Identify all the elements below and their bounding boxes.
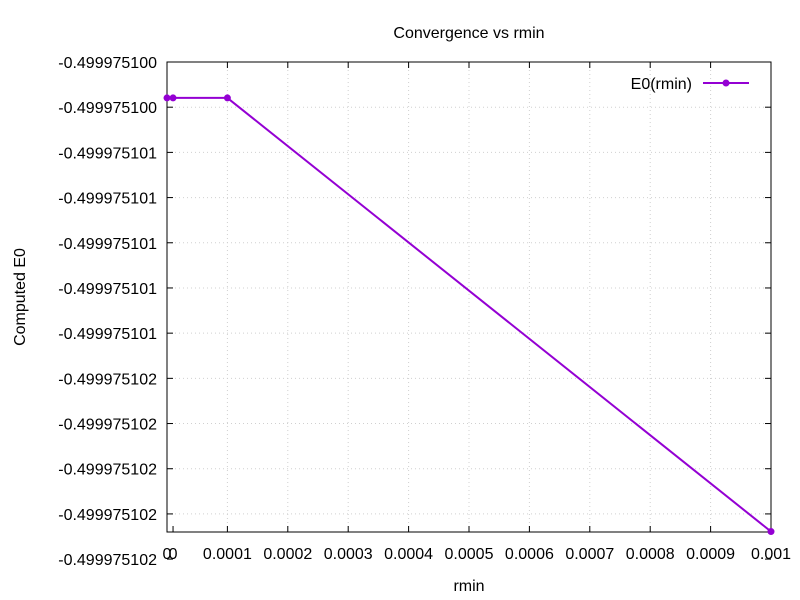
x-tick-label: 0 — [169, 546, 178, 563]
y-tick-label: -0.499975102 — [58, 417, 157, 434]
x-tick-label: 0.0008 — [626, 546, 675, 563]
y-tick-label: -0.499975101 — [58, 191, 157, 208]
x-tick-label: 0.0002 — [263, 546, 312, 563]
y-tick-label: -0.499975101 — [58, 236, 157, 253]
legend-label: E0(rmin) — [631, 76, 692, 93]
legend-marker — [722, 79, 730, 87]
x-tick-label: 0.0009 — [686, 546, 735, 563]
x-tick-label: 0 — [163, 546, 172, 563]
x-axis-title: rmin — [453, 578, 484, 595]
y-tick-label: -0.499975100 — [58, 55, 157, 72]
y-tick-label: -0.499975100 — [58, 100, 157, 117]
x-tick-label: 0.0006 — [505, 546, 554, 563]
chart-title: Convergence vs rmin — [393, 25, 544, 42]
x-tick-label: 0.0001 — [203, 546, 252, 563]
x-tick-label: 0.0005 — [445, 546, 494, 563]
y-tick-label: -0.499975101 — [58, 145, 157, 162]
y-tick-label: -0.499975101 — [58, 281, 157, 298]
y-tick-label: -0.499975102 — [58, 552, 157, 569]
grid-lines — [167, 62, 771, 532]
y-axis-title: Computed E0 — [12, 248, 29, 346]
y-tick-label: -0.499975102 — [58, 507, 157, 524]
y-tick-label: -0.499975102 — [58, 371, 157, 388]
y-tick-label: -0.499975102 — [58, 462, 157, 479]
plot-frame — [166, 61, 772, 533]
x-tick-label: 0.0004 — [384, 546, 433, 563]
data-point — [767, 528, 775, 536]
x-axis: 0 0.0001 0.0002 0.0003 0.0004 0.0005 0.0006 0.0… — [163, 62, 791, 563]
data-point — [169, 94, 177, 102]
x-tick-label: 0.0003 — [324, 546, 373, 563]
series-group — [163, 94, 775, 536]
x-tick-label: 0.001 — [751, 546, 791, 563]
data-point — [223, 94, 231, 102]
y-axis: -0.499975100 -0.499975100 -0.499975101 -0.4… — [58, 55, 771, 569]
data-point — [163, 94, 171, 102]
y-tick-label: -0.499975101 — [58, 326, 157, 343]
x-tick-label: 0.0007 — [565, 546, 614, 563]
legend: E0(rmin) — [631, 76, 749, 93]
